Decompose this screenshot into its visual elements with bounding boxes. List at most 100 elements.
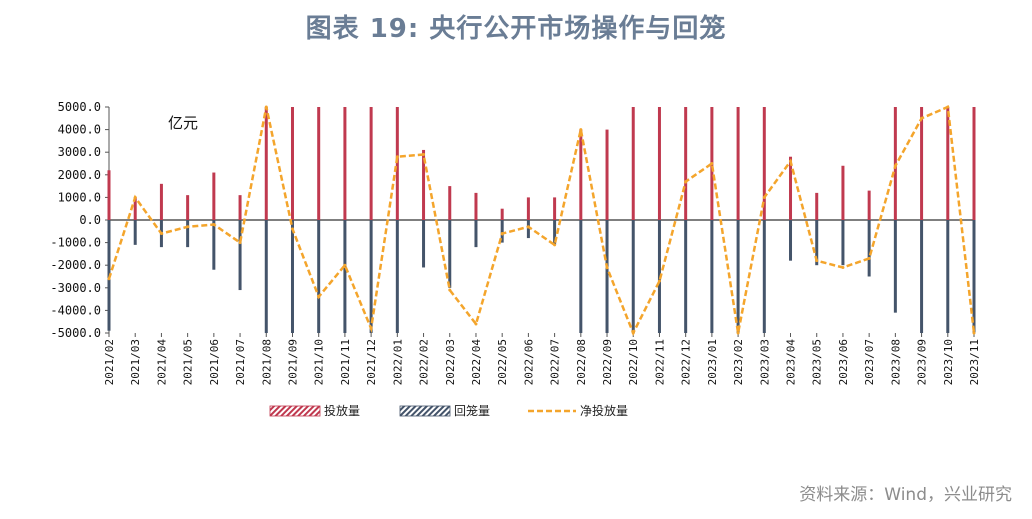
bar-投放量 — [526, 197, 530, 220]
x-tick-label: 2022/11 — [653, 339, 666, 385]
y-tick-label: -1000.0 — [50, 236, 101, 250]
series-投放量 — [107, 107, 976, 220]
y-tick-label: -3000.0 — [50, 281, 101, 295]
x-tick-label: 2022/03 — [444, 339, 457, 385]
bar-投放量 — [946, 107, 950, 220]
x-tick-label: 2023/05 — [811, 339, 824, 385]
bar-投放量 — [474, 192, 478, 220]
x-tick-label: 2022/04 — [470, 339, 483, 386]
bar-投放量 — [369, 107, 373, 220]
bar-回笼量 — [290, 220, 294, 333]
point-净投放量 — [657, 279, 661, 283]
source-note: 资料来源：Wind，兴业研究 — [799, 485, 1012, 505]
x-tick-label: 2023/09 — [916, 339, 929, 385]
bar-回笼量 — [710, 220, 714, 333]
y-tick-label: 0.0 — [79, 213, 101, 227]
bar-回笼量 — [212, 220, 216, 270]
bar-回笼量 — [841, 220, 845, 266]
bar-投放量 — [605, 129, 609, 220]
line-净投放量 — [107, 105, 976, 337]
y-tick-label: 3000.0 — [58, 145, 101, 159]
point-净投放量 — [264, 105, 268, 109]
x-tick-label: 2022/12 — [680, 339, 693, 385]
bar-回笼量 — [789, 220, 793, 261]
x-tick-label: 2023/03 — [758, 339, 771, 385]
bar-回笼量 — [972, 220, 976, 333]
bar-投放量 — [264, 107, 268, 220]
bar-投放量 — [343, 107, 347, 220]
point-净投放量 — [369, 326, 373, 330]
point-净投放量 — [579, 128, 583, 132]
point-净投放量 — [186, 225, 190, 229]
bar-回笼量 — [946, 220, 950, 333]
bar-投放量 — [422, 149, 426, 220]
bar-回笼量 — [684, 220, 688, 333]
x-tick-label: 2022/09 — [601, 339, 614, 385]
x-tick-label: 2021/04 — [155, 339, 168, 386]
point-净投放量 — [212, 223, 216, 227]
legend-label: 投放量 — [324, 403, 360, 418]
bar-回笼量 — [867, 220, 871, 277]
unit-label: 亿元 — [168, 114, 198, 132]
bar-回笼量 — [317, 220, 321, 333]
bar-投放量 — [736, 107, 740, 220]
legend-swatch — [399, 405, 451, 417]
bar-投放量 — [920, 107, 924, 220]
bar-回笼量 — [474, 220, 478, 248]
y-tick-label: -4000.0 — [50, 303, 101, 317]
bar-投放量 — [395, 107, 399, 220]
bar-回笼量 — [186, 220, 190, 248]
x-tick-label: 2023/10 — [942, 339, 955, 385]
bar-回笼量 — [605, 220, 609, 333]
point-净投放量 — [841, 265, 845, 269]
point-净投放量 — [631, 331, 635, 335]
bar-投放量 — [500, 208, 504, 220]
point-净投放量 — [762, 195, 766, 199]
series-净投放量 — [107, 105, 976, 337]
axes: 5000.0 4000.0 3000.0 2000.0 1000.0 0.0 -1000.0… — [50, 100, 981, 385]
x-tick-label: 2022/08 — [575, 339, 588, 385]
point-净投放量 — [343, 263, 347, 267]
x-tick-label: 2023/06 — [837, 339, 850, 385]
point-净投放量 — [238, 241, 242, 245]
point-净投放量 — [867, 256, 871, 260]
bar-回笼量 — [343, 220, 347, 333]
point-净投放量 — [107, 277, 111, 281]
bar-回笼量 — [579, 220, 583, 333]
bar-回笼量 — [736, 220, 740, 333]
x-tick-label: 2021/06 — [208, 339, 221, 385]
bar-回笼量 — [553, 220, 557, 245]
bar-投放量 — [448, 186, 452, 220]
x-tick-label: 2023/01 — [706, 339, 719, 385]
x-tick-label: 2022/05 — [496, 339, 509, 385]
x-tick-label: 2021/12 — [365, 339, 378, 385]
x-tick-label: 2021/02 — [103, 339, 116, 385]
x-tick-label: 2023/02 — [732, 339, 745, 385]
x-tick-label: 2022/01 — [391, 339, 404, 385]
bar-投放量 — [631, 107, 635, 220]
point-净投放量 — [972, 331, 976, 335]
y-tick-label: 1000.0 — [58, 190, 101, 204]
x-tick-label: 2023/08 — [889, 339, 902, 385]
bar-回笼量 — [500, 220, 504, 243]
bar-投放量 — [186, 195, 190, 220]
x-tick-label: 2022/02 — [418, 339, 431, 385]
point-净投放量 — [684, 180, 688, 184]
x-tick-label: 2023/11 — [968, 339, 981, 385]
y-tick-label: -5000.0 — [50, 326, 101, 340]
x-tick-label: 2021/09 — [286, 339, 299, 385]
point-净投放量 — [290, 227, 294, 231]
bar-投放量 — [238, 195, 242, 220]
bar-回笼量 — [422, 220, 426, 268]
bar-投放量 — [867, 190, 871, 220]
x-tick-label: 2022/07 — [549, 339, 562, 385]
x-tick-label: 2021/05 — [182, 339, 195, 385]
x-tick-label: 2021/08 — [260, 339, 273, 385]
bar-投放量 — [107, 170, 111, 220]
y-tick-label: 4000.0 — [58, 123, 101, 137]
bar-投放量 — [212, 172, 216, 220]
bar-回笼量 — [369, 220, 373, 333]
bar-回笼量 — [815, 220, 819, 266]
legend-label: 回笼量 — [454, 403, 490, 418]
x-tick-label: 2022/06 — [522, 339, 535, 385]
